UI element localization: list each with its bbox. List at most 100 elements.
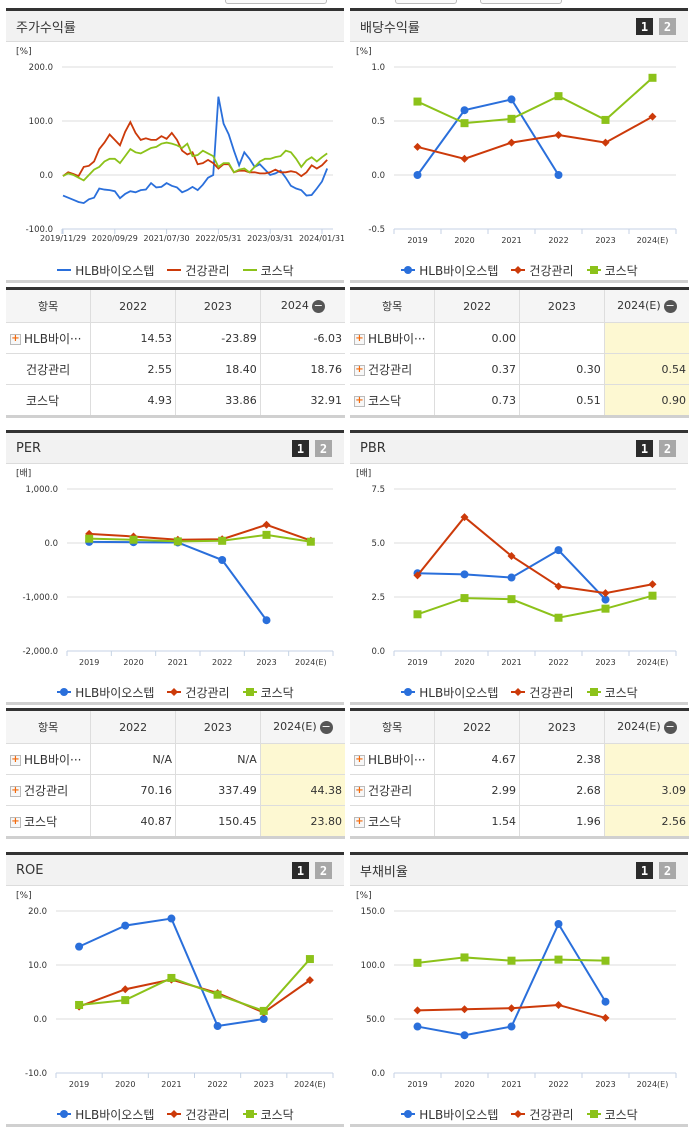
chart-tab-1[interactable]: 1 [292,440,309,457]
row-name-cell[interactable]: + HLB바이··· [6,322,92,354]
expand-plus-icon[interactable]: + [10,332,21,345]
legend-item-kosdaq[interactable]: 코스닥 [242,1106,294,1123]
chart-tab-1[interactable]: 1 [636,18,653,35]
data-point-hlb[interactable] [413,171,422,179]
data-point-kosdaq[interactable] [305,955,314,964]
data-point-hlb[interactable] [218,556,227,565]
data-point-kosdaq[interactable] [262,530,271,539]
data-point-kosdaq[interactable] [507,114,516,123]
row-name-cell[interactable]: + 코스닥 [350,805,436,836]
data-point-kosdaq[interactable] [554,613,563,622]
expand-plus-icon[interactable]: + [354,332,365,345]
data-point-kosdaq[interactable] [648,73,657,82]
data-point-hlb[interactable] [460,1031,469,1040]
legend-item-health[interactable]: 건강관리 [510,1106,574,1123]
data-point-kosdaq[interactable] [554,955,563,964]
expand-plus-icon[interactable]: + [10,753,21,766]
data-point-kosdaq[interactable] [460,119,469,128]
data-point-kosdaq[interactable] [85,534,94,543]
legend-item-hlb[interactable]: HLB바이오스텝 [56,684,154,701]
data-point-hlb[interactable] [554,171,563,179]
data-point-hlb[interactable] [507,95,516,104]
data-point-kosdaq[interactable] [601,956,610,965]
data-point-kosdaq[interactable] [413,610,422,619]
data-point-health[interactable] [648,112,657,121]
data-point-health[interactable] [413,1006,422,1015]
row-name-cell[interactable]: + 코스닥 [6,805,92,836]
data-point-health[interactable] [85,529,94,538]
expand-plus-icon[interactable]: + [10,784,21,797]
chart-tab-2[interactable]: 2 [659,862,676,879]
legend-item-kosdaq[interactable]: 코스닥 [586,262,638,279]
data-point-kosdaq[interactable] [413,97,422,106]
data-point-health[interactable] [121,985,130,994]
row-name-cell[interactable]: + 건강관리 [350,353,436,385]
data-point-kosdaq[interactable] [121,996,130,1005]
data-point-hlb[interactable] [554,546,563,555]
collapse-minus-icon[interactable]: − [311,298,325,313]
data-point-hlb[interactable] [259,1015,268,1023]
data-point-kosdaq[interactable] [75,1000,84,1009]
data-point-hlb[interactable] [554,919,563,928]
data-point-kosdaq[interactable] [460,594,469,603]
legend-item-hlb[interactable]: HLB바이오스텝 [400,1106,498,1123]
expand-plus-icon[interactable]: + [354,784,365,797]
data-point-hlb[interactable] [121,921,130,930]
top-button[interactable] [480,0,562,4]
data-point-health[interactable] [413,571,422,580]
row-name-cell[interactable]: + HLB바이··· [350,743,436,775]
row-name-cell[interactable]: + 건강관리 [350,774,436,806]
data-point-kosdaq[interactable] [213,990,222,999]
data-point-health[interactable] [460,513,469,522]
data-point-hlb[interactable] [601,997,610,1006]
top-button[interactable] [225,0,327,4]
data-point-kosdaq[interactable] [554,92,563,101]
data-point-health[interactable] [413,142,422,151]
data-point-hlb[interactable] [507,573,516,582]
expand-plus-icon[interactable]: + [354,363,365,376]
expand-plus-icon[interactable]: + [354,815,365,828]
legend-item-health[interactable]: 건강관리 [166,1106,230,1123]
chart-tab-2[interactable]: 2 [315,440,332,457]
data-point-kosdaq[interactable] [601,115,610,124]
chart-tab-2[interactable]: 2 [659,440,676,457]
legend-item-hlb[interactable]: HLB바이오스텝 [56,1106,154,1123]
data-point-health[interactable] [554,1000,563,1009]
chart-tab-2[interactable]: 2 [659,18,676,35]
chart-tab-1[interactable]: 1 [636,862,653,879]
data-point-health[interactable] [554,131,563,140]
data-point-hlb[interactable] [601,595,610,604]
row-name-cell[interactable]: + 건강관리 [6,774,92,806]
data-point-kosdaq[interactable] [601,604,610,613]
collapse-minus-icon[interactable]: − [319,719,333,734]
data-point-kosdaq[interactable] [173,537,182,546]
data-point-health[interactable] [460,1005,469,1014]
data-point-hlb[interactable] [262,616,271,625]
data-point-health[interactable] [601,589,610,598]
data-point-kosdaq[interactable] [218,536,227,545]
legend-item-kosdaq[interactable]: 코스닥 [586,684,638,701]
data-point-health[interactable] [460,154,469,163]
data-point-kosdaq[interactable] [460,953,469,962]
legend-item-health[interactable]: 건강관리 [510,684,574,701]
legend-item-hlb[interactable]: HLB바이오스텝 [56,262,154,279]
data-point-hlb[interactable] [460,106,469,115]
legend-item-kosdaq[interactable]: 코스닥 [242,262,294,279]
data-point-health[interactable] [507,1004,516,1013]
chart-tab-1[interactable]: 1 [636,440,653,457]
data-point-health[interactable] [507,138,516,147]
row-name-cell[interactable]: + 코스닥 [350,384,436,415]
data-point-kosdaq[interactable] [413,958,422,967]
data-point-health[interactable] [507,551,516,560]
data-point-health[interactable] [601,138,610,147]
legend-item-health[interactable]: 건강관리 [166,684,230,701]
data-point-kosdaq[interactable] [167,973,176,982]
data-point-kosdaq[interactable] [507,956,516,965]
expand-plus-icon[interactable]: + [354,753,365,766]
expand-plus-icon[interactable]: + [10,815,21,828]
chart-tab-2[interactable]: 2 [315,862,332,879]
row-name-cell[interactable]: + HLB바이··· [350,322,436,354]
data-point-hlb[interactable] [167,914,176,923]
collapse-minus-icon[interactable]: − [663,298,677,313]
legend-item-health[interactable]: 건강관리 [166,262,230,279]
